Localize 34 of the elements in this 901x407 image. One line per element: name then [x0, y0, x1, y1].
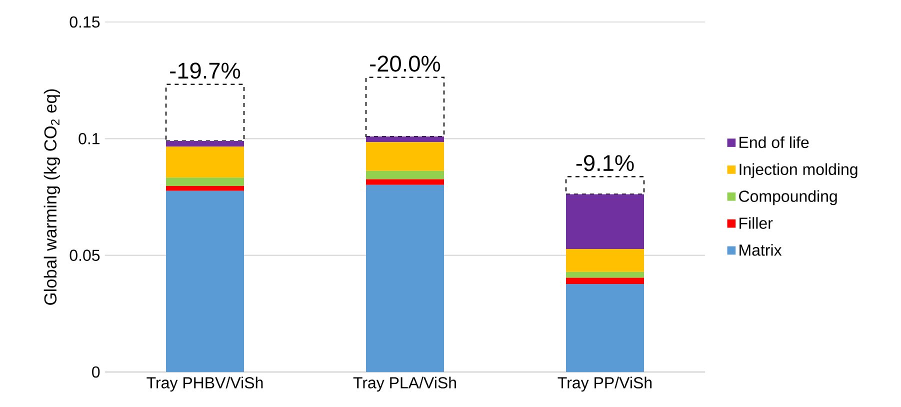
bar: [366, 170, 444, 180]
legend-label: Injection molding: [740, 163, 858, 178]
bar: [366, 179, 444, 185]
bar: [166, 186, 244, 191]
x-tick-label: Tray PLA/ViSh: [353, 376, 456, 392]
y-tick-label: 0: [92, 366, 100, 378]
y-axis-title: Global warming (kg CO$_{2}$ eq): [44, 89, 60, 305]
y-tick-label: 0.1: [78, 133, 100, 144]
bar: [166, 178, 244, 186]
bar: [566, 194, 644, 250]
bar: [166, 140, 244, 147]
annotation: -19.7%: [170, 62, 240, 79]
bar: [166, 146, 244, 178]
bar: [365, 76, 445, 138]
bar: [165, 84, 245, 142]
bar: [366, 142, 444, 171]
bar: [566, 272, 644, 278]
legend-label: End of life: [740, 136, 809, 148]
legend-label: Filler: [740, 217, 773, 229]
bar: [566, 284, 644, 372]
legend-label: Compounding: [739, 190, 837, 206]
y-tick-label: 0.15: [70, 16, 100, 28]
annotation: -9.1%: [576, 155, 634, 172]
bar: [566, 249, 644, 272]
y-tick-label: 0.05: [70, 250, 100, 261]
bar: [366, 184, 444, 372]
legend-label: Matrix: [740, 244, 782, 256]
annotation: -20.0%: [370, 56, 440, 72]
bar: [565, 176, 645, 195]
bar: [366, 136, 444, 142]
x-tick-label: Tray PP/ViSh: [558, 376, 652, 392]
bar: [166, 190, 244, 372]
bar: [566, 278, 644, 284]
x-tick-label: Tray PHBV/ViSh: [146, 376, 263, 392]
